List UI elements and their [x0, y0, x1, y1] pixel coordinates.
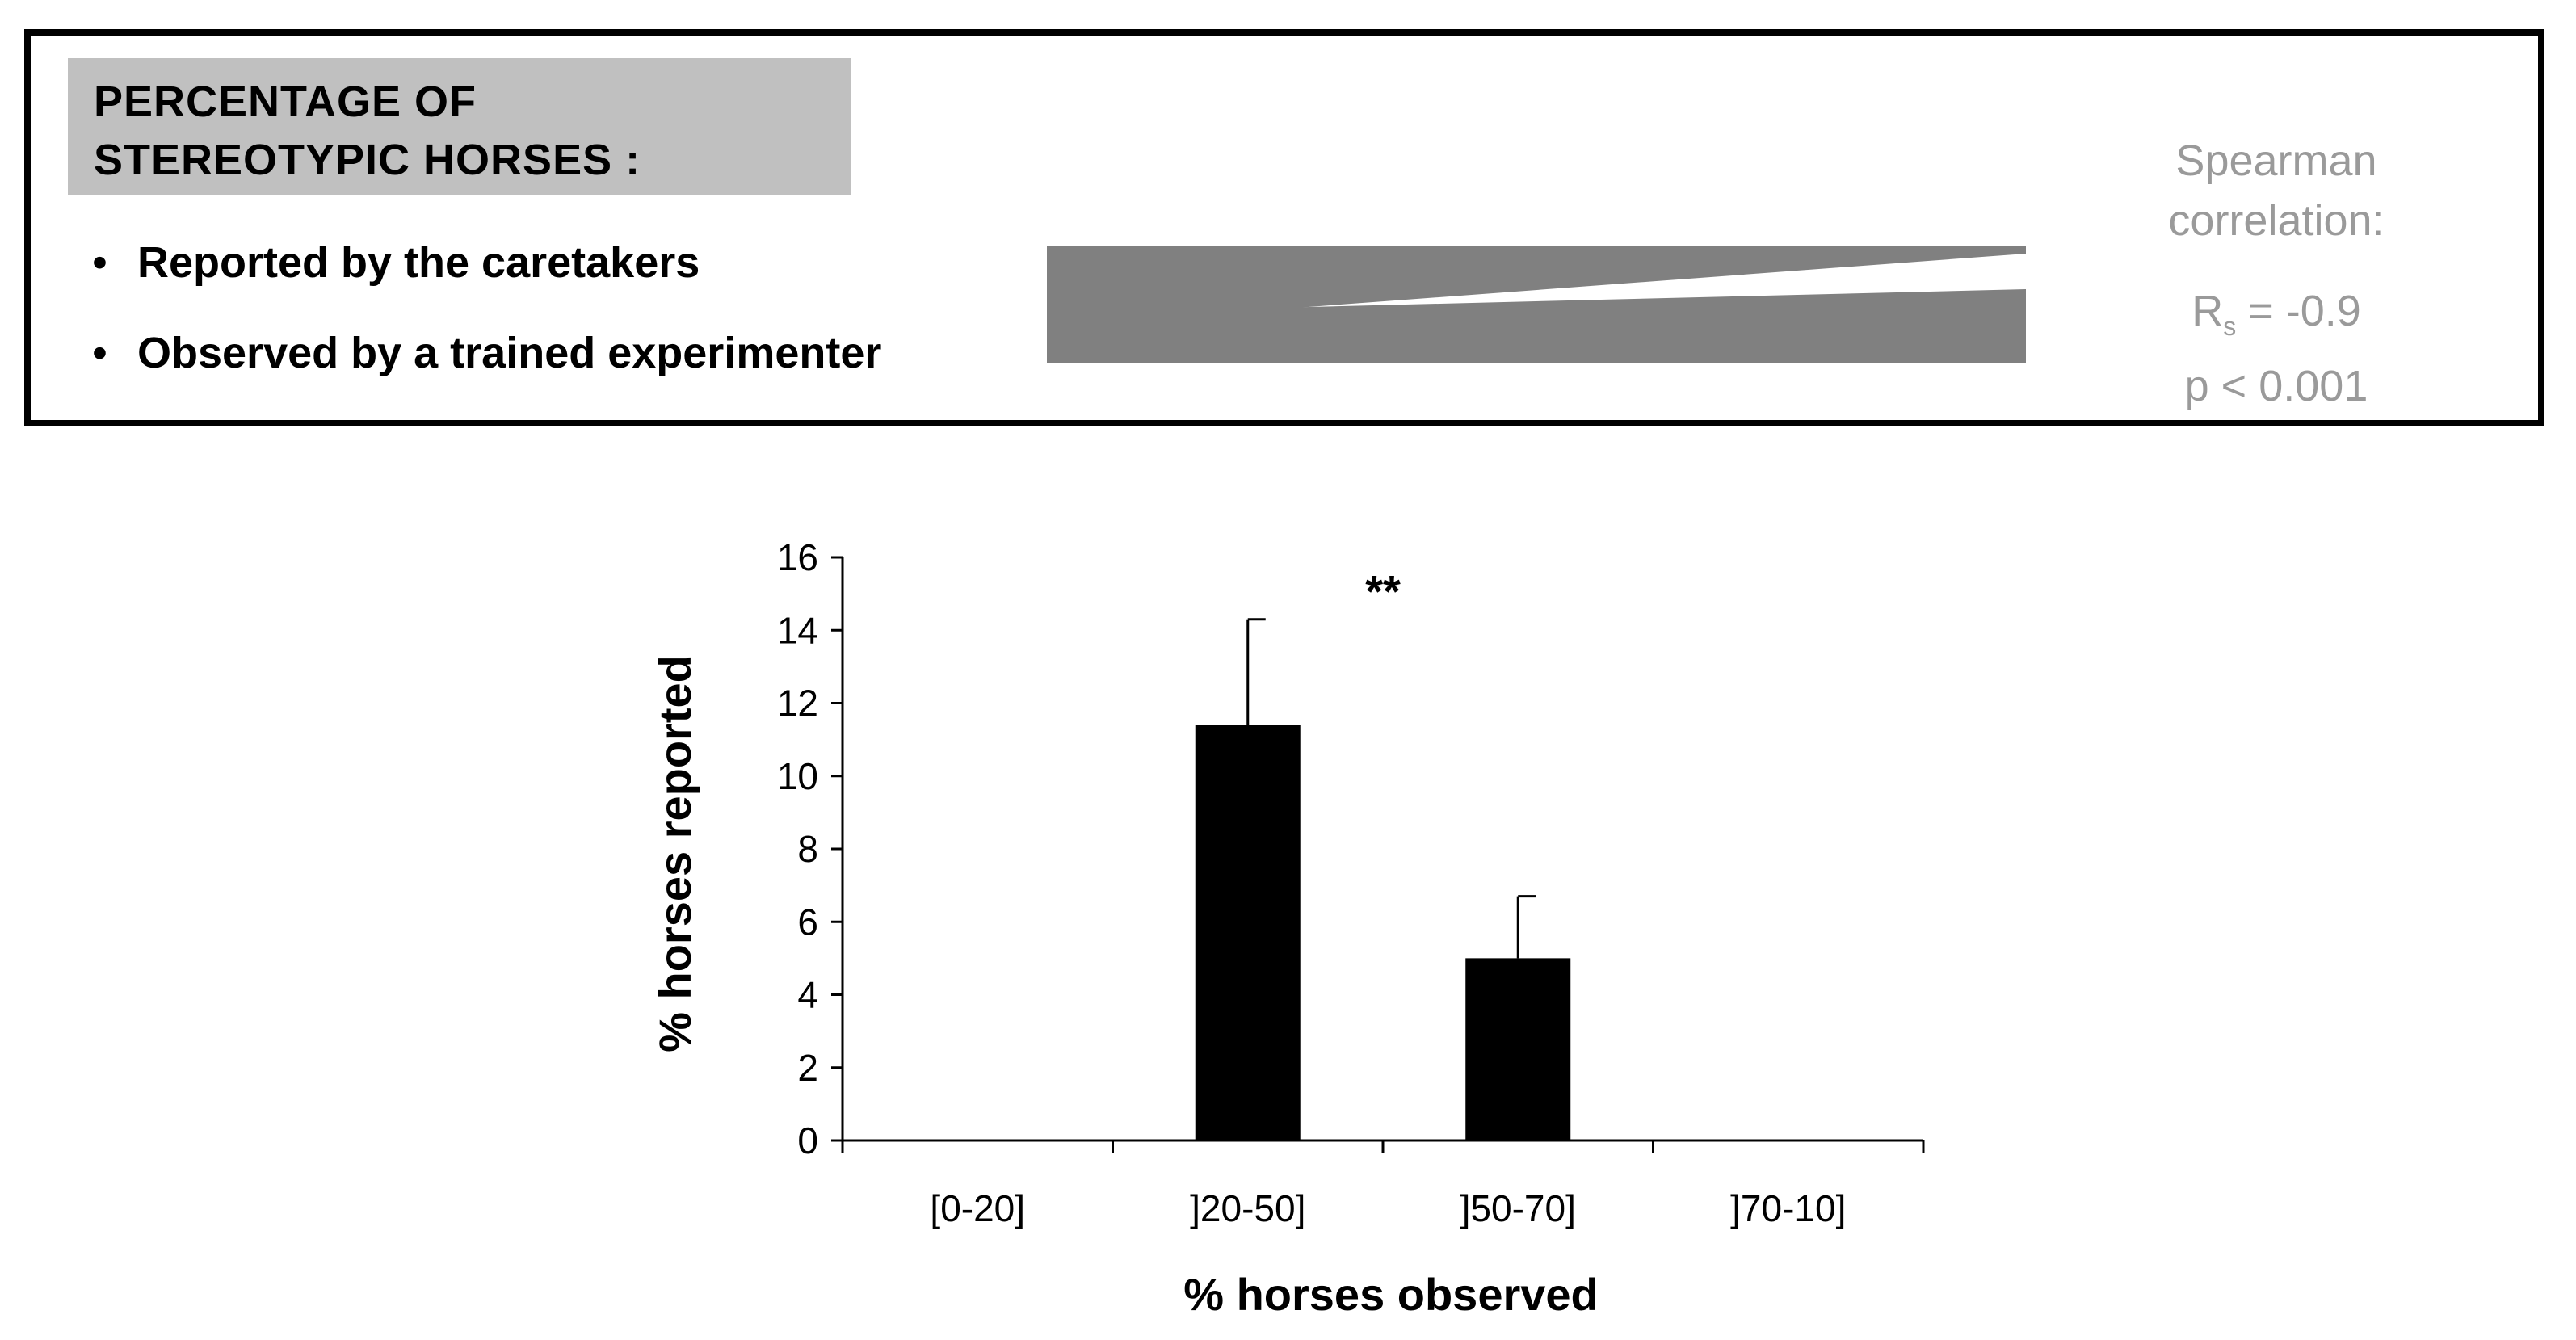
x-tick-label: ]20-50]	[1190, 1187, 1305, 1229]
x-tick-label: ]50-70]	[1460, 1187, 1576, 1229]
panel-title-box: PERCENTAGE OF STEREOTYPIC HORSES :	[68, 58, 851, 195]
rs-value: Rs = -0.9	[2099, 281, 2454, 356]
y-tick-label: 12	[777, 683, 818, 725]
increasing-wedge-icon	[1047, 289, 2026, 363]
x-axis-title: % horses observed	[1183, 1269, 1599, 1320]
x-tick-label: [0-20]	[930, 1187, 1025, 1229]
y-tick-label: 10	[777, 755, 818, 797]
stats-label-line1: Spearman	[2175, 137, 2377, 185]
x-tick-label: ]70-10]	[1730, 1187, 1846, 1229]
bullet-item-observed-label: Observed by a trained experimenter	[137, 329, 882, 377]
y-tick-label: 0	[797, 1119, 818, 1161]
bar	[1465, 958, 1571, 1140]
significance-annotation: **	[1365, 566, 1401, 617]
decreasing-wedge-icon	[1047, 246, 2026, 326]
rs-symbol: R	[2191, 287, 2224, 335]
rs-subscript: s	[2223, 311, 2237, 341]
chart-bars	[1195, 618, 1571, 1140]
y-axis-title: % horses reported	[649, 655, 700, 1052]
summary-panel: PERCENTAGE OF STEREOTYPIC HORSES : • Repo…	[24, 29, 2544, 426]
rs-number: = -0.9	[2236, 287, 2361, 335]
bullet-icon: •	[92, 329, 107, 377]
trend-wedges	[1047, 246, 2026, 363]
p-value: p < 0.001	[2184, 361, 2368, 410]
stats-label-line2: correlation:	[2168, 196, 2385, 245]
bullet-item-reported: • Reported by the caretakers	[92, 237, 700, 288]
panel-title-line1: PERCENTAGE OF	[94, 78, 477, 126]
y-tick-label: 14	[777, 609, 818, 651]
y-tick-label: 6	[797, 901, 818, 943]
y-tick-label: 4	[797, 974, 818, 1016]
chart-labels: 0 2 4 6 8 10 12 14 16 [0-20] ]20-50] ]50-70] ]70-10]…	[649, 536, 1846, 1320]
bullet-item-reported-label: Reported by the caretakers	[137, 238, 700, 287]
y-tick-label: 16	[777, 536, 818, 578]
chart-axes	[831, 556, 1925, 1153]
bullet-icon: •	[92, 238, 107, 287]
y-tick-label: 8	[797, 828, 818, 870]
bullet-item-observed: • Observed by a trained experimenter	[92, 328, 881, 378]
y-tick-label: 2	[797, 1047, 818, 1089]
bar	[1195, 725, 1301, 1140]
spearman-stats: Spearman correlation: Rs = -0.9 p < 0.00…	[2099, 131, 2454, 416]
panel-title-line2: STEREOTYPIC HORSES :	[94, 136, 641, 184]
